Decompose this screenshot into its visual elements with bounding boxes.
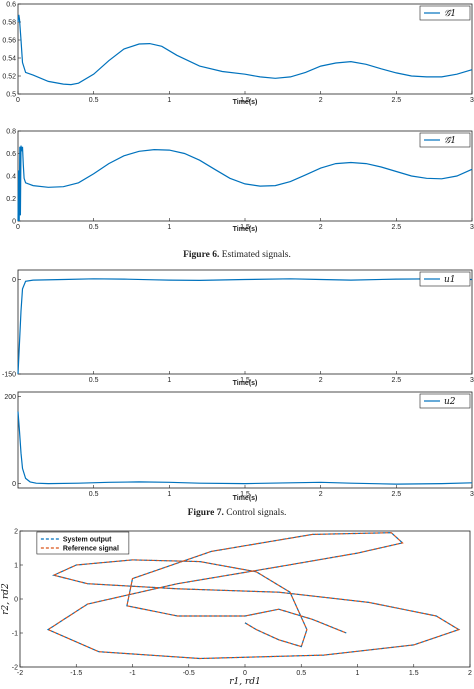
x-tick-label: 0.5 <box>89 491 99 498</box>
y-tick-label: 0 <box>12 219 16 226</box>
estimated-signal-chart-1: 0 0.5 1 1.5 2 2.5 30.50.520.540.560.580.6𝒢̂1Ti… <box>2 2 474 107</box>
y-axis-label: r2, rd2 <box>1 583 11 615</box>
y-tick-label: -1 <box>12 631 18 638</box>
series-line-𝒢̂1 <box>17 14 473 86</box>
legend-box <box>419 132 471 148</box>
series-line-u2 <box>17 411 473 485</box>
legend-label: 𝒢̂1 <box>444 9 456 19</box>
x-tick-label: 3 <box>470 224 474 231</box>
x-axis-label: Time(s) <box>233 226 258 233</box>
legend-label-1: Reference signal <box>63 546 119 553</box>
x-tick-label: 0 <box>16 97 20 104</box>
x-tick-label: 2.5 <box>391 224 401 231</box>
x-tick-label: 2 <box>319 491 323 498</box>
y-tick-label: 0.2 <box>6 196 16 203</box>
x-tick-label: 0 <box>16 224 20 231</box>
legend-box <box>36 531 130 555</box>
y-tick-label: 1 <box>14 563 18 570</box>
legend-box <box>419 393 471 409</box>
x-tick-label: 0.5 <box>89 377 99 384</box>
plot-frame <box>17 3 473 95</box>
y-tick-label: -150 <box>2 372 16 379</box>
x-tick-label: 1.5 <box>240 491 250 498</box>
x-tick-label: 2.5 <box>391 491 401 498</box>
figure-7-text: Control signals. <box>226 508 287 518</box>
plot-frame <box>17 130 473 222</box>
x-tick-label: 3 <box>470 97 474 104</box>
series-line-System output <box>46 532 461 660</box>
x-tick-label: 2 <box>319 377 323 384</box>
x-tick-label: 2 <box>319 224 323 231</box>
y-tick-label: 2 <box>14 529 18 536</box>
x-tick-label: 1.5 <box>240 224 250 231</box>
legend-box <box>419 271 471 287</box>
x-tick-label: 2.5 <box>391 97 401 104</box>
legend-label-0: System output <box>63 537 112 544</box>
y-tick-label: 0.6 <box>6 151 16 158</box>
x-tick-label: 1.5 <box>240 97 250 104</box>
x-tick-label: 1 <box>167 97 171 104</box>
y-tick-label: 0 <box>12 481 16 488</box>
plot-frame <box>17 391 473 489</box>
x-tick-label: 3 <box>470 377 474 384</box>
x-tick-label: 0.5 <box>89 224 99 231</box>
figure-6-label: Figure 6. <box>183 250 220 260</box>
x-tick-label: -2 <box>17 670 23 677</box>
x-tick-label: 1.5 <box>240 377 250 384</box>
trajectory-chart: -2 -1.5 -1 -0.5 0 0.5 1 1.5 2 -2 -1 0 1 2 System outpu… <box>1 529 472 688</box>
x-tick-label: 3 <box>470 491 474 498</box>
y-tick-label: 0 <box>12 277 16 284</box>
x-axis-label: Time(s) <box>233 380 258 387</box>
x-tick-label: 1.5 <box>409 670 419 677</box>
y-tick-label: 0.52 <box>2 74 16 81</box>
y-tick-label: 200 <box>4 394 16 401</box>
series-line-u1 <box>17 278 473 375</box>
y-tick-label: 0.56 <box>2 38 16 45</box>
y-tick-label: -2 <box>12 665 18 672</box>
x-tick-label: 0.5 <box>89 97 99 104</box>
legend-label: u1 <box>444 275 456 285</box>
y-tick-label: 0.5 <box>6 92 16 99</box>
x-axis-label: Time(s) <box>233 99 258 106</box>
plot-frame <box>17 269 473 375</box>
x-tick-label: 0 <box>243 670 247 677</box>
legend-label: u2 <box>444 397 456 407</box>
x-tick-label: 0.5 <box>296 670 306 677</box>
legend-label: 𝒢̂1 <box>444 136 456 146</box>
x-tick-label: -0.5 <box>183 670 195 677</box>
figure-7-caption: Figure 7. Control signals. <box>0 508 474 518</box>
x-tick-label: -1.5 <box>70 670 82 677</box>
estimated-signal-chart-2: 0 0.5 1 1.5 2 2.5 3 0 0.2 0.4 0.6 0.8 𝒢̂1 Time(s) <box>6 129 474 234</box>
x-tick-label: 1 <box>167 491 171 498</box>
series-line-𝒢̂1 <box>17 145 473 222</box>
control-signal-chart-u1: 0.5 1 1.5 2 2.5 3 -150 0 u1 Time(s) <box>2 269 474 387</box>
x-tick-label: 2 <box>468 670 472 677</box>
y-tick-label: 0.8 <box>6 129 16 136</box>
x-tick-label: 2 <box>319 97 323 104</box>
x-tick-label: 1 <box>356 670 360 677</box>
y-tick-label: 0.4 <box>6 174 16 181</box>
figure-6-caption: Figure 6. Estimated signals. <box>0 250 474 260</box>
y-tick-label: 0.6 <box>6 2 16 9</box>
x-axis-label: Time(s) <box>233 495 258 502</box>
series-line-Reference signal <box>46 532 461 660</box>
x-tick-label: -1 <box>129 670 135 677</box>
control-signal-chart-u2: 0.5 1 1.5 2 2.5 3 0 200 u2 Time(s) <box>4 391 474 502</box>
y-tick-label: 0.54 <box>2 56 16 63</box>
y-tick-label: 0 <box>14 597 18 604</box>
figure-7-label: Figure 7. <box>187 508 224 518</box>
x-axis-label: r1, rd1 <box>229 677 261 687</box>
legend-box <box>419 5 471 21</box>
y-tick-label: 0.58 <box>2 20 16 27</box>
x-tick-label: 1 <box>167 224 171 231</box>
figure-6-text: Estimated signals. <box>221 250 291 260</box>
x-tick-label: 2.5 <box>391 377 401 384</box>
x-tick-label: 1 <box>167 377 171 384</box>
